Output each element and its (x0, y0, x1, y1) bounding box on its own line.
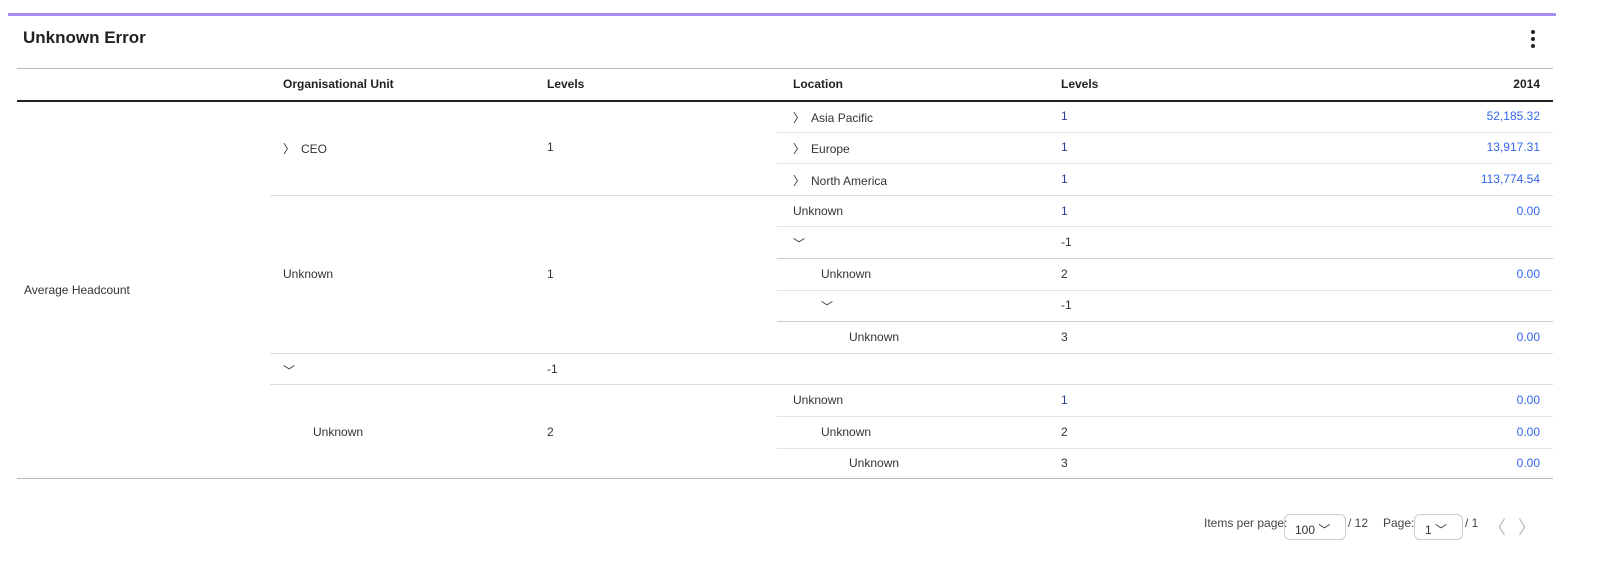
org-unit-label: CEO (301, 142, 328, 157)
value-cell[interactable]: 0.00 (1516, 203, 1540, 218)
chevron-right-icon[interactable]: 〉 (793, 174, 806, 188)
items-per-page-value: 100 (1295, 523, 1316, 537)
page-value: 1 (1425, 523, 1432, 537)
more-vertical-icon[interactable] (1525, 28, 1541, 50)
location-label: Unknown (849, 330, 900, 344)
value-cell[interactable]: 0.00 (1516, 456, 1540, 471)
next-page-button[interactable]: 〉 (1518, 518, 1536, 538)
header-2014[interactable]: 2014 (1513, 77, 1540, 91)
location-level-cell: 3 (1061, 330, 1068, 344)
value-cell[interactable]: 113,774.54 (1480, 172, 1540, 186)
row-divider (777, 131, 1553, 133)
org-level-cell: 1 (547, 140, 554, 155)
location-label: North America (811, 174, 888, 188)
value-cell[interactable]: 0.00 (1516, 393, 1540, 408)
row-divider (270, 352, 1553, 354)
value-cell[interactable]: 52,185.32 (1486, 108, 1540, 123)
location-label: Unknown (821, 424, 872, 439)
row-divider (270, 384, 1553, 386)
header-location[interactable]: Location (793, 77, 843, 91)
chevron-down-icon[interactable]: ﹀ (821, 300, 834, 315)
page-select[interactable]: 1 ﹀ (1414, 514, 1463, 540)
location-label: Asia Pacific (811, 110, 874, 125)
row-divider (777, 226, 1553, 228)
location-cell[interactable]: ﹀ (821, 298, 839, 315)
location-level-cell: 2 (1061, 424, 1068, 439)
row-divider (777, 321, 1553, 323)
location-level-cell: 3 (1061, 456, 1068, 471)
header-divider (17, 100, 1553, 102)
location-cell[interactable]: Unknown (849, 330, 899, 344)
row-divider (777, 289, 1553, 291)
measure-label: Average Headcount (24, 283, 130, 297)
location-level-cell: 2 (1061, 266, 1068, 281)
row-divider (777, 258, 1553, 259)
location-label: Unknown (821, 266, 872, 281)
org-level-cell: 1 (547, 266, 554, 281)
value-cell[interactable]: 13,917.31 (1486, 140, 1540, 155)
location-label: Unknown (793, 393, 844, 408)
chevron-down-icon[interactable]: ﹀ (283, 363, 296, 378)
location-level-cell: 1 (1061, 108, 1068, 123)
chevron-right-icon[interactable]: 〉 (793, 110, 806, 125)
location-level-cell: 1 (1061, 203, 1068, 218)
value-cell[interactable]: 0.00 (1516, 330, 1540, 344)
row-divider (777, 416, 1553, 417)
location-level-cell: 1 (1061, 172, 1068, 186)
value-cell[interactable]: 0.00 (1516, 424, 1540, 439)
page-title: Unknown Error (23, 28, 146, 47)
total-pages: / 1 (1465, 516, 1479, 530)
chevron-down-icon: ﹀ (1318, 523, 1331, 537)
org-unit-cell[interactable]: Unknown (313, 425, 363, 439)
org-level-cell: 2 (547, 424, 554, 439)
org-level-cell: -1 (547, 361, 558, 376)
items-per-page-label: Items per page: (1204, 516, 1288, 530)
table-top-border (17, 68, 1553, 69)
location-cell[interactable]: Unknown (821, 267, 871, 281)
location-label: Europe (811, 142, 850, 157)
location-label: Unknown (849, 456, 900, 471)
location-cell[interactable]: Unknown (793, 393, 843, 407)
row-divider (270, 194, 1553, 196)
location-level-cell: -1 (1061, 298, 1072, 313)
chevron-down-icon[interactable]: ﹀ (793, 237, 806, 252)
location-cell[interactable]: 〉 Europe (793, 140, 850, 157)
location-label: Unknown (793, 203, 844, 218)
org-unit-label: Unknown (283, 266, 334, 281)
location-cell[interactable]: Unknown (849, 456, 899, 470)
value-cell[interactable]: 0.00 (1516, 266, 1540, 281)
table-bottom-border (17, 478, 1553, 479)
location-cell[interactable]: Unknown (821, 425, 871, 439)
chevron-right-icon[interactable]: 〉 (793, 142, 806, 157)
location-level-cell: -1 (1061, 235, 1072, 250)
accent-bar (8, 13, 1556, 16)
location-level-cell: 1 (1061, 140, 1068, 155)
row-divider (777, 163, 1553, 165)
location-cell[interactable]: Unknown (793, 204, 843, 218)
header-org-unit[interactable]: Organisational Unit (283, 77, 394, 91)
chevron-down-icon: ﹀ (1435, 523, 1448, 537)
org-unit-cell[interactable]: ﹀ (283, 362, 301, 379)
total-items: / 12 (1348, 516, 1369, 530)
org-unit-cell[interactable]: Unknown (283, 267, 333, 281)
org-unit-label: Unknown (313, 424, 364, 439)
location-cell[interactable]: 〉 North America (793, 172, 887, 189)
prev-page-button[interactable]: 〈 (1488, 518, 1506, 538)
chevron-right-icon[interactable]: 〉 (283, 142, 296, 157)
header-levels-2[interactable]: Levels (1061, 77, 1099, 91)
location-cell[interactable]: 〉 Asia Pacific (793, 109, 873, 126)
row-divider (777, 447, 1553, 449)
org-unit-cell[interactable]: 〉 CEO (283, 140, 327, 157)
items-per-page-select[interactable]: 100 ﹀ (1284, 514, 1346, 540)
header-levels[interactable]: Levels (547, 77, 585, 91)
location-cell[interactable]: ﹀ (793, 235, 811, 252)
location-level-cell: 1 (1061, 393, 1068, 408)
page-label: Page: (1383, 516, 1415, 530)
